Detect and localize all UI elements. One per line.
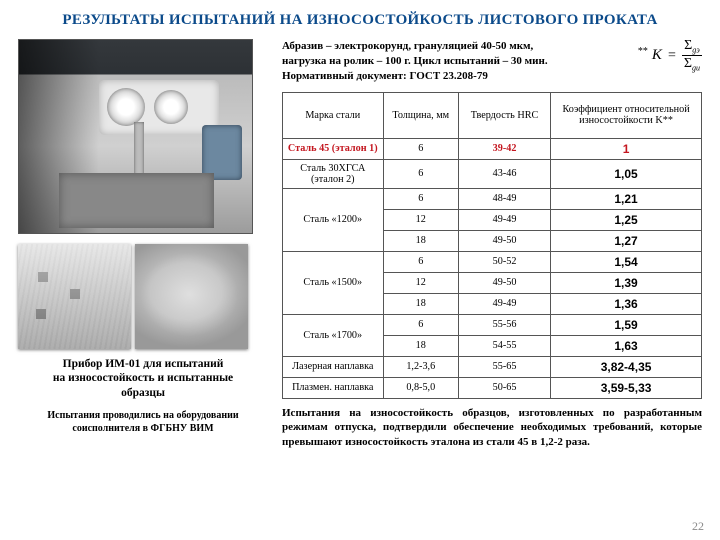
page-number: 22: [692, 519, 704, 534]
device-caption-l1: Прибор ИМ-01 для испытаний: [63, 358, 224, 370]
cell-k: 1,21: [551, 188, 702, 209]
formula-num-sigma: Σ: [684, 38, 692, 53]
formula-var: K: [652, 47, 662, 64]
col-hardness: Твердость HRC: [458, 92, 550, 138]
cell-steel: Сталь «1200»: [283, 188, 384, 251]
cell-steel: Сталь «1700»: [283, 314, 384, 356]
cell-steel: Сталь 45 (эталон 1): [283, 138, 384, 159]
cell-k: 3,59-5,33: [551, 377, 702, 398]
formula-equals: =: [668, 48, 676, 64]
sample-photos: [18, 244, 268, 349]
device-caption-l2: на износостойкость и испытанные: [53, 372, 233, 384]
table-row: Сталь 45 (эталон 1)639-421: [283, 138, 702, 159]
cell-hardness: 49-50: [458, 272, 550, 293]
right-column: Абразив – электрокорунд, грануляцией 40-…: [282, 39, 702, 450]
table-row: Сталь «1700»655-561,59: [283, 314, 702, 335]
device-photo: [18, 39, 253, 234]
conditions-line-2: нагрузка на ролик – 100 г. Цикл испытани…: [282, 55, 548, 67]
cell-thickness: 6: [383, 251, 458, 272]
table-row: Плазмен. наплавка0,8-5,050-653,59-5,33: [283, 377, 702, 398]
sample-photo-1: [18, 244, 131, 349]
table-row: Лазерная наплавка1,2-3,655-653,82-4,35: [283, 356, 702, 377]
cell-steel: Лазерная наплавка: [283, 356, 384, 377]
cell-hardness: 49-49: [458, 293, 550, 314]
cell-hardness: 48-49: [458, 188, 550, 209]
cell-hardness: 55-56: [458, 314, 550, 335]
cell-thickness: 6: [383, 314, 458, 335]
facility-caption-l2: соисполнителя в ФГБНУ ВИМ: [72, 423, 213, 434]
table-header-row: Марка стали Толщина, мм Твердость HRC Ко…: [283, 92, 702, 138]
conditions-line-3: Нормативный документ: ГОСТ 23.208-79: [282, 70, 488, 82]
device-caption: Прибор ИМ-01 для испытаний на износостой…: [18, 357, 268, 400]
cell-k: 1,27: [551, 230, 702, 251]
cell-k: 1,63: [551, 335, 702, 356]
cell-hardness: 50-52: [458, 251, 550, 272]
col-k: Коэффициент относительной износостойкост…: [551, 92, 702, 138]
cell-thickness: 12: [383, 272, 458, 293]
cell-hardness: 55-65: [458, 356, 550, 377]
cell-k: 1,39: [551, 272, 702, 293]
cell-thickness: 18: [383, 293, 458, 314]
formula-fraction: Σgэ Σgи: [682, 39, 702, 73]
cell-k: 1,36: [551, 293, 702, 314]
cell-hardness: 50-65: [458, 377, 550, 398]
cell-k: 1,25: [551, 209, 702, 230]
cell-thickness: 1,2-3,6: [383, 356, 458, 377]
page-title: РЕЗУЛЬТАТЫ ИСПЫТАНИЙ НА ИЗНОСОСТОЙКОСТЬ …: [18, 12, 702, 29]
cell-thickness: 18: [383, 230, 458, 251]
formula-num-sub: gэ: [692, 45, 700, 54]
facility-caption: Испытания проводились на оборудовании со…: [18, 410, 268, 435]
cell-k: 1: [551, 138, 702, 159]
conditions-line-1: Абразив – электрокорунд, грануляцией 40-…: [282, 40, 533, 52]
col-steel: Марка стали: [283, 92, 384, 138]
cell-thickness: 6: [383, 138, 458, 159]
cell-k: 1,59: [551, 314, 702, 335]
col-thickness: Толщина, мм: [383, 92, 458, 138]
cell-steel: Сталь «1500»: [283, 251, 384, 314]
formula-prefix: **: [638, 46, 648, 57]
cell-hardness: 49-50: [458, 230, 550, 251]
cell-k: 1,05: [551, 159, 702, 188]
sample-photo-2: [135, 244, 248, 349]
results-table: Марка стали Толщина, мм Твердость HRC Ко…: [282, 92, 702, 399]
cell-thickness: 6: [383, 159, 458, 188]
table-body: Сталь 45 (эталон 1)639-421Сталь 30ХГСА (…: [283, 138, 702, 398]
cell-steel: Сталь 30ХГСА (эталон 2): [283, 159, 384, 188]
formula-den-sub: gи: [692, 64, 700, 73]
cell-steel: Плазмен. наплавка: [283, 377, 384, 398]
table-row: Сталь «1500»650-521,54: [283, 251, 702, 272]
device-caption-l3: образцы: [121, 387, 165, 399]
table-row: Сталь «1200»648-491,21: [283, 188, 702, 209]
cell-k: 1,54: [551, 251, 702, 272]
conclusion-text: Испытания на износостойкость образцов, и…: [282, 406, 702, 451]
k-formula: ** K = Σgэ Σgи: [638, 39, 702, 73]
cell-thickness: 12: [383, 209, 458, 230]
content-area: Прибор ИМ-01 для испытаний на износостой…: [18, 39, 702, 450]
cell-hardness: 39-42: [458, 138, 550, 159]
facility-caption-l1: Испытания проводились на оборудовании: [47, 410, 238, 421]
cell-hardness: 49-49: [458, 209, 550, 230]
cell-k: 3,82-4,35: [551, 356, 702, 377]
cell-thickness: 18: [383, 335, 458, 356]
left-column: Прибор ИМ-01 для испытаний на износостой…: [18, 39, 268, 450]
table-row: Сталь 30ХГСА (эталон 2)643-461,05: [283, 159, 702, 188]
cell-thickness: 6: [383, 188, 458, 209]
cell-hardness: 43-46: [458, 159, 550, 188]
cell-hardness: 54-55: [458, 335, 550, 356]
cell-thickness: 0,8-5,0: [383, 377, 458, 398]
formula-den-sigma: Σ: [684, 56, 692, 71]
